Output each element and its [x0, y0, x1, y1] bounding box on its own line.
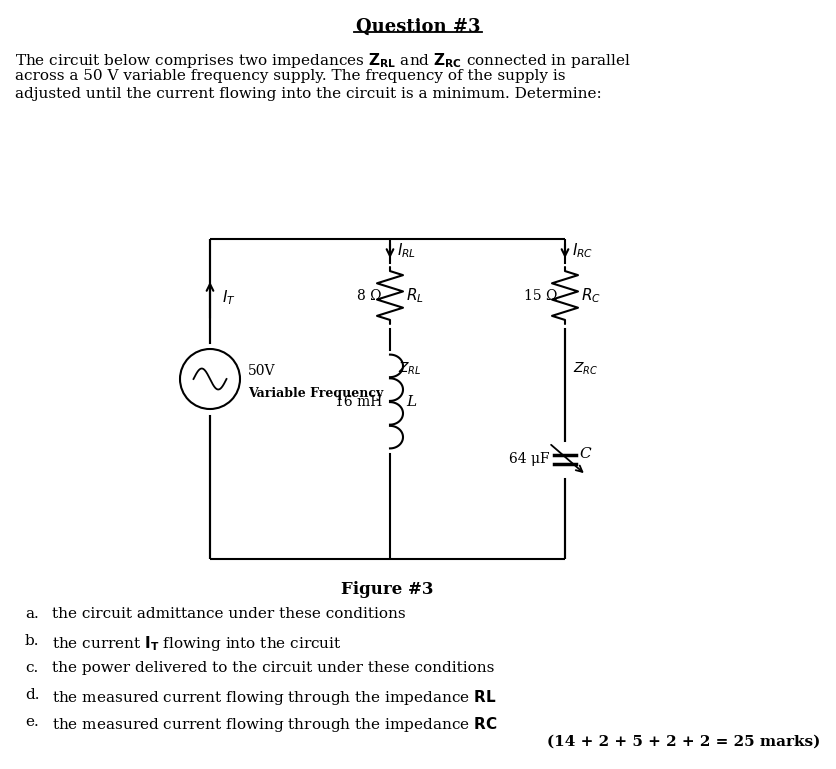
Text: the measured current flowing through the impedance $\mathbf{RC}$: the measured current flowing through the… [52, 715, 497, 734]
Text: $R_L$: $R_L$ [406, 286, 424, 305]
Text: C: C [579, 447, 590, 461]
Text: $I_T$: $I_T$ [222, 288, 236, 308]
Text: e.: e. [25, 715, 38, 729]
Text: adjusted until the current flowing into the circuit is a minimum. Determine:: adjusted until the current flowing into … [15, 87, 602, 101]
Text: $R_C$: $R_C$ [581, 286, 601, 305]
Text: $Z_{RL}$: $Z_{RL}$ [398, 361, 421, 378]
Text: 8 Ω: 8 Ω [357, 288, 382, 302]
Text: The circuit below comprises two impedances $\mathbf{Z_{RL}}$ and $\mathbf{Z_{RC}: The circuit below comprises two impedanc… [15, 51, 630, 70]
Text: Variable Frequency: Variable Frequency [248, 387, 383, 400]
Text: the power delivered to the circuit under these conditions: the power delivered to the circuit under… [52, 661, 494, 675]
Text: the circuit admittance under these conditions: the circuit admittance under these condi… [52, 607, 405, 621]
Text: the measured current flowing through the impedance $\mathbf{RL}$: the measured current flowing through the… [52, 688, 497, 707]
Text: $I_{RC}$: $I_{RC}$ [572, 241, 594, 261]
Text: b.: b. [25, 634, 39, 648]
Text: 15 Ω: 15 Ω [523, 288, 557, 302]
Text: the current $\mathbf{I_T}$ flowing into the circuit: the current $\mathbf{I_T}$ flowing into … [52, 634, 342, 653]
Text: d.: d. [25, 688, 39, 702]
Text: $Z_{RC}$: $Z_{RC}$ [573, 361, 599, 378]
Text: a.: a. [25, 607, 38, 621]
Text: 50V: 50V [248, 364, 276, 378]
Text: 64 μF: 64 μF [509, 452, 550, 466]
Text: 16 mH: 16 mH [334, 394, 382, 408]
Text: c.: c. [25, 661, 38, 675]
Text: L: L [406, 394, 416, 408]
Text: (14 + 2 + 5 + 2 + 2 = 25 marks): (14 + 2 + 5 + 2 + 2 = 25 marks) [547, 735, 820, 749]
Text: Figure #3: Figure #3 [341, 581, 434, 598]
Text: $I_{RL}$: $I_{RL}$ [397, 241, 416, 261]
Text: Question #3: Question #3 [356, 18, 480, 36]
Text: across a 50 V variable frequency supply. The frequency of the supply is: across a 50 V variable frequency supply.… [15, 69, 565, 83]
